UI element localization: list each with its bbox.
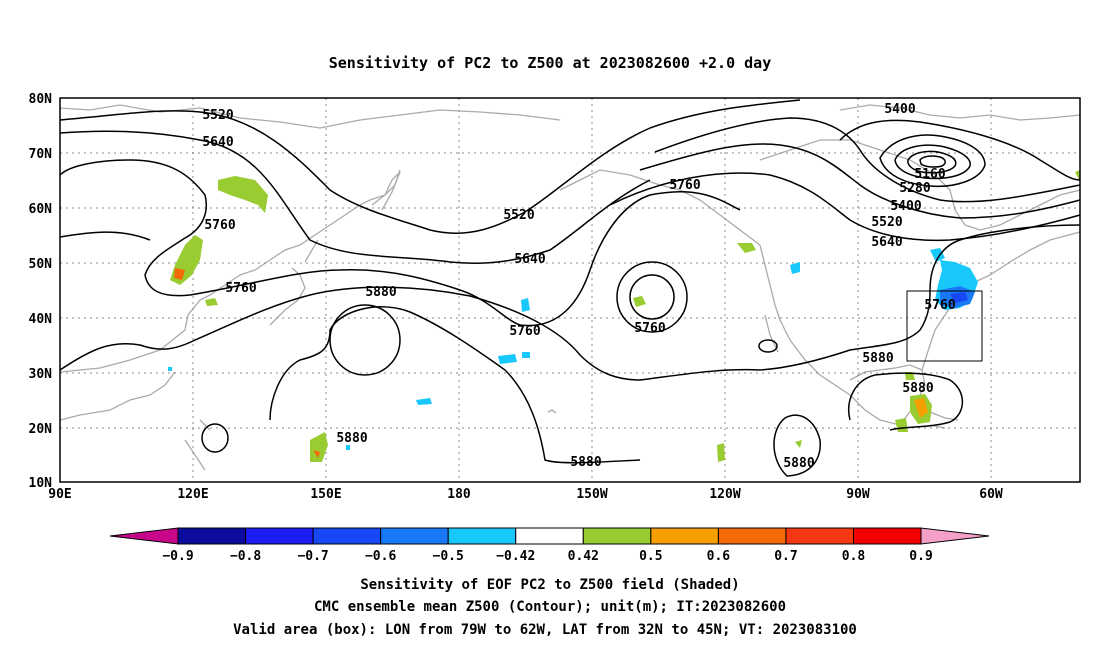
caption-line-1: Sensitivity of EOF PC2 to Z500 field (Sh… xyxy=(360,577,739,593)
contour-label: 5760 xyxy=(669,178,700,193)
positive-patch xyxy=(310,432,328,462)
contour-label: 5400 xyxy=(890,199,921,214)
contour-label: 5880 xyxy=(365,285,396,300)
positive-patch xyxy=(795,440,802,448)
graticule xyxy=(60,98,1080,482)
contour-label: 5640 xyxy=(514,252,545,267)
colorbar-cell xyxy=(515,527,584,545)
contour-label: 5760 xyxy=(225,281,256,296)
colorbar-tick-label: 0.7 xyxy=(774,549,797,564)
caption-line-2: CMC ensemble mean Z500 (Contour); unit(m… xyxy=(314,599,786,615)
lon-label: 90E xyxy=(48,487,71,502)
colorbar-tick-label: −0.42 xyxy=(496,549,535,564)
contour-label: 5640 xyxy=(871,235,902,250)
negative-patch xyxy=(790,262,800,274)
sensitivity-shading xyxy=(168,170,1080,462)
contour-label: 5760 xyxy=(204,218,235,233)
colorbar-tick-label: 0.42 xyxy=(568,549,599,564)
map-title: Sensitivity of PC2 to Z500 at 2023082600… xyxy=(329,54,772,72)
positive-patch xyxy=(633,296,646,307)
colorbar-tick-label: 0.5 xyxy=(639,549,662,564)
contour-label: 5880 xyxy=(336,431,367,446)
longitude-labels: 90E 120E 150E 180 150W 120W 90W 60W xyxy=(48,487,1003,502)
contour-label: 5760 xyxy=(924,298,955,313)
colorbar-tick-label: 0.9 xyxy=(909,549,932,564)
colorbar-cell xyxy=(582,527,652,545)
lon-label: 60W xyxy=(979,487,1003,502)
colorbar-over-triangle xyxy=(920,527,990,545)
lat-label: 30N xyxy=(29,367,53,382)
colorbar-cell xyxy=(853,527,922,545)
lat-label: 20N xyxy=(29,422,53,437)
colorbar: −0.9 −0.8 −0.7 −0.6 −0.5 −0.42 0.42 0.5 0.6 0.7 0.… xyxy=(109,527,990,564)
negative-patch xyxy=(522,352,530,358)
contour-label: 5160 xyxy=(914,167,945,182)
positive-patch xyxy=(174,268,185,280)
contour-label: 5880 xyxy=(783,456,814,471)
colorbar-tick-label: −0.9 xyxy=(162,549,193,564)
colorbar-tick-label: −0.8 xyxy=(230,549,261,564)
colorbar-tick-label: 0.8 xyxy=(842,549,866,564)
contour-label: 5520 xyxy=(503,208,534,223)
negative-patch xyxy=(416,398,432,405)
positive-patch xyxy=(717,443,725,462)
contour-label: 5880 xyxy=(862,351,893,366)
colorbar-tick-label: −0.7 xyxy=(297,549,328,564)
contour-label: 5760 xyxy=(634,321,665,336)
contour-label: 5880 xyxy=(570,455,601,470)
lon-label: 120E xyxy=(177,487,208,502)
contour-label: 5280 xyxy=(899,181,930,196)
colorbar-cell xyxy=(245,527,314,545)
positive-patch xyxy=(313,450,320,458)
positive-patch xyxy=(914,398,928,418)
contour-label: 5520 xyxy=(871,215,902,230)
lon-label: 150W xyxy=(576,487,607,502)
caption-line-3: Valid area (box): LON from 79W to 62W, L… xyxy=(233,622,857,638)
colorbar-cell xyxy=(717,527,787,545)
valid-area-box xyxy=(906,290,983,362)
colorbar-tick-label: −0.6 xyxy=(365,549,396,564)
colorbar-cell xyxy=(447,527,517,545)
contour-label: 5760 xyxy=(509,324,540,339)
positive-patch xyxy=(218,176,268,213)
positive-patch xyxy=(1075,170,1080,182)
colorbar-under-triangle xyxy=(109,527,179,545)
lon-label: 180 xyxy=(447,487,471,502)
colorbar-cell xyxy=(177,527,247,545)
negative-patch xyxy=(950,292,968,303)
lat-label: 40N xyxy=(29,312,53,327)
colorbar-cell xyxy=(380,527,449,545)
latitude-labels: 80N 70N 60N 50N 40N 30N 20N 10N xyxy=(29,92,53,491)
contour-label: 5880 xyxy=(902,381,933,396)
negative-patch xyxy=(930,248,945,262)
lat-label: 80N xyxy=(29,92,53,107)
positive-patch xyxy=(905,372,915,380)
negative-patch xyxy=(168,367,172,371)
lat-label: 50N xyxy=(29,257,53,272)
lat-label: 10N xyxy=(29,476,53,491)
contour-label: 5520 xyxy=(202,108,233,123)
negative-patch xyxy=(521,298,530,312)
lat-label: 60N xyxy=(29,202,53,217)
positive-patch xyxy=(205,298,218,306)
colorbar-cell xyxy=(650,527,719,545)
contour-label: 5640 xyxy=(202,135,233,150)
colorbar-tick-label: 0.6 xyxy=(707,549,731,564)
positive-patch xyxy=(737,243,756,253)
lat-label: 70N xyxy=(29,147,53,162)
negative-patch xyxy=(346,445,350,450)
negative-patch xyxy=(498,354,517,364)
lon-label: 120W xyxy=(709,487,740,502)
contour-labels: 5520 5640 5760 5760 5880 5880 5520 5640 … xyxy=(202,102,955,471)
colorbar-tick-label: −0.5 xyxy=(433,549,464,564)
lon-label: 150E xyxy=(310,487,341,502)
lon-label: 90W xyxy=(846,487,870,502)
map-frame xyxy=(59,97,1081,483)
z500-contours xyxy=(59,99,1081,477)
colorbar-cell xyxy=(312,527,382,545)
contour-label: 5400 xyxy=(884,102,915,117)
colorbar-cell xyxy=(785,527,855,545)
map-panel xyxy=(60,98,1080,482)
